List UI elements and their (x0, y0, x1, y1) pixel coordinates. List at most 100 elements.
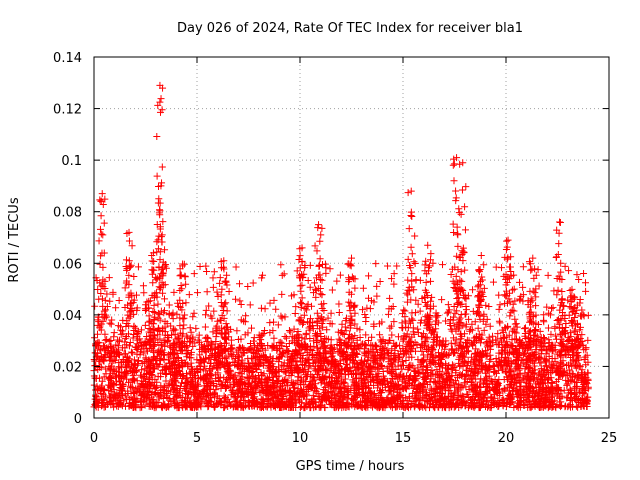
data-point (113, 348, 121, 356)
data-point (258, 383, 266, 391)
data-point (556, 306, 564, 314)
data-point (249, 279, 257, 287)
data-point (340, 348, 348, 356)
data-point (346, 324, 354, 332)
data-point (157, 182, 165, 190)
data-point (313, 309, 321, 317)
data-point (553, 335, 561, 343)
data-point (98, 190, 106, 198)
data-point (229, 387, 237, 395)
data-point (447, 392, 455, 400)
data-point (510, 307, 518, 315)
data-point (404, 189, 412, 197)
data-point (351, 301, 359, 309)
data-point (317, 231, 325, 239)
data-point (471, 356, 479, 364)
data-point (534, 266, 542, 274)
data-point (385, 382, 393, 390)
data-point (299, 274, 307, 282)
data-point (428, 293, 436, 301)
data-point (313, 317, 321, 325)
data-point (249, 372, 257, 380)
data-point (455, 323, 463, 331)
data-point (557, 268, 565, 276)
data-point (570, 304, 578, 312)
data-point (395, 392, 403, 400)
data-point (524, 392, 532, 400)
data-point (245, 367, 253, 375)
data-point (422, 278, 430, 286)
data-point (181, 359, 189, 367)
data-point (110, 333, 118, 341)
data-point (99, 231, 107, 239)
data-point (386, 324, 394, 332)
data-point (123, 370, 131, 378)
data-point (461, 226, 469, 234)
data-point (458, 392, 466, 400)
data-point (299, 354, 307, 362)
data-point (202, 306, 210, 314)
data-point (91, 362, 99, 370)
data-point (442, 398, 450, 406)
data-point (256, 389, 264, 397)
data-point (540, 387, 548, 395)
data-point (142, 383, 150, 391)
data-point (456, 338, 464, 346)
data-point (129, 375, 137, 383)
data-point (322, 356, 330, 364)
data-point (211, 350, 219, 358)
data-point (100, 219, 108, 227)
data-point (171, 349, 179, 357)
data-point (524, 364, 532, 372)
data-point (509, 383, 517, 391)
data-point (350, 303, 358, 311)
data-point (530, 362, 538, 370)
data-point (483, 388, 491, 396)
data-point (551, 357, 559, 365)
data-point (351, 309, 359, 317)
data-point (145, 297, 153, 305)
data-point (297, 376, 305, 384)
data-point (548, 384, 556, 392)
data-point (424, 301, 432, 309)
data-point (469, 307, 477, 315)
data-point (186, 324, 194, 332)
data-point (350, 352, 358, 360)
data-point (110, 329, 118, 337)
data-point (146, 297, 154, 305)
data-point (236, 380, 244, 388)
data-point (171, 385, 179, 393)
data-point (336, 367, 344, 375)
data-point (157, 95, 165, 103)
data-point (476, 378, 484, 386)
data-point (213, 392, 221, 400)
data-point (420, 380, 428, 388)
data-point (316, 285, 324, 293)
data-point (97, 345, 105, 353)
data-point (251, 393, 259, 401)
data-point (396, 353, 404, 361)
data-point (161, 318, 169, 326)
data-point (100, 313, 108, 321)
data-point (421, 402, 429, 410)
data-point (181, 272, 189, 280)
data-point (347, 386, 355, 394)
data-point (343, 354, 351, 362)
data-point (274, 377, 282, 385)
data-point (177, 347, 185, 355)
data-point (370, 399, 378, 407)
data-point (505, 331, 513, 339)
data-point (297, 298, 305, 306)
data-point (127, 289, 135, 297)
data-point (94, 286, 102, 294)
data-point (149, 279, 157, 287)
data-point (436, 359, 444, 367)
data-point (163, 393, 171, 401)
data-point (97, 212, 105, 220)
data-point (442, 341, 450, 349)
data-point (153, 248, 161, 256)
data-point (180, 314, 188, 322)
data-point (350, 359, 358, 367)
data-point (263, 403, 271, 411)
data-point (157, 392, 165, 400)
